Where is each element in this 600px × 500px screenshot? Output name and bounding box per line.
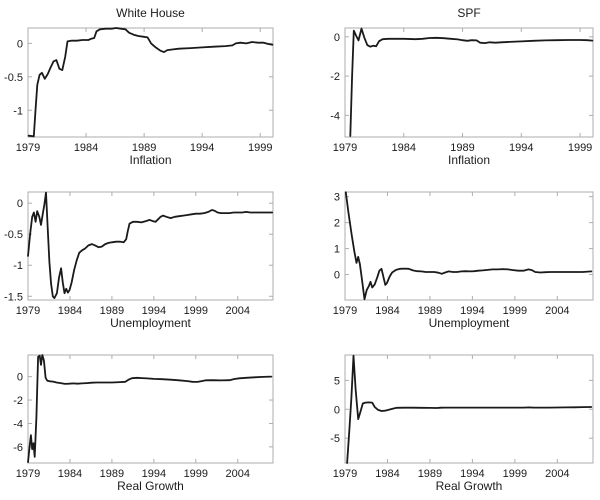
y-tick-label: 0 bbox=[334, 32, 340, 44]
subplot-3: 1979 1984 1989 1994 1999 2004 3 2 1 0 bbox=[333, 191, 594, 317]
x-tick-label: 1979 bbox=[16, 305, 40, 317]
y-tick-label: -0.5 bbox=[4, 229, 23, 241]
subplot-4: 1979 1984 1989 1994 1999 2004 0 -2 -4 -6 bbox=[13, 354, 274, 480]
y-tick-label: -5 bbox=[330, 433, 340, 445]
x-tick-label: 1999 bbox=[184, 468, 208, 480]
x-tick-label: 2004 bbox=[545, 305, 569, 317]
x-tick-label: 1979 bbox=[16, 468, 40, 480]
x-tick-label: 1984 bbox=[392, 142, 416, 154]
x-tick-label: 1984 bbox=[74, 142, 98, 154]
x-tick-label: 1984 bbox=[375, 305, 399, 317]
xlabel-real-growth-right: Real Growth bbox=[435, 479, 503, 493]
y-tick-label: -6 bbox=[13, 442, 23, 454]
xlabel-unemployment-right: Unemployment bbox=[428, 316, 510, 330]
y-tick-label: 0 bbox=[17, 198, 23, 210]
subplot-1: 1979 1984 1989 1994 1999 0 -2 -4 bbox=[330, 27, 594, 154]
x-tick-label: 1989 bbox=[100, 305, 124, 317]
y-tick-label: -4 bbox=[13, 418, 23, 430]
x-tick-label: 1994 bbox=[190, 142, 214, 154]
x-tick-label: 1994 bbox=[509, 142, 533, 154]
x-tick-label: 1979 bbox=[333, 468, 357, 480]
series-line bbox=[27, 354, 273, 464]
chart-title-spf: SPF bbox=[457, 6, 481, 20]
subplot-2: 1979 1984 1989 1994 1999 2004 0 -0.5 -1 -1.5 bbox=[4, 191, 274, 317]
axes-frame bbox=[344, 191, 594, 301]
x-tick-label: 2004 bbox=[226, 305, 250, 317]
y-tick-label: 1 bbox=[334, 244, 340, 256]
y-tick-label: 0 bbox=[334, 404, 340, 416]
y-tick-label: -0.5 bbox=[4, 72, 23, 84]
x-tick-label: 1994 bbox=[142, 305, 166, 317]
x-tick-label: 1994 bbox=[142, 468, 166, 480]
xlabel-inflation-right: Inflation bbox=[447, 153, 491, 167]
y-tick-label: 0 bbox=[17, 38, 23, 50]
axes-frame bbox=[344, 27, 594, 138]
y-tick-label: -2 bbox=[13, 395, 23, 407]
x-tick-label: 1994 bbox=[460, 468, 484, 480]
x-tick-label: 1979 bbox=[16, 142, 40, 154]
y-tick-label: -2 bbox=[330, 71, 340, 83]
series-line bbox=[27, 27, 274, 138]
y-tick-label: 0 bbox=[334, 270, 340, 282]
axes-frame bbox=[27, 191, 274, 301]
subplot-5: 1979 1984 1989 1994 1999 2004 5 0 -5 bbox=[330, 354, 594, 480]
y-tick-label: 5 bbox=[334, 375, 340, 387]
x-tick-label: 1999 bbox=[503, 468, 527, 480]
x-tick-label: 1984 bbox=[58, 468, 82, 480]
y-tick-label: -4 bbox=[330, 110, 340, 122]
series-line bbox=[346, 354, 593, 464]
x-tick-label: 1989 bbox=[418, 468, 442, 480]
y-tick-label: -1 bbox=[13, 260, 23, 272]
xlabel-real-growth-left: Real Growth bbox=[117, 479, 184, 493]
axes-frame bbox=[27, 27, 274, 138]
x-tick-label: 1999 bbox=[184, 305, 208, 317]
x-tick-label: 1989 bbox=[132, 142, 156, 154]
axes-frame bbox=[27, 354, 274, 464]
x-tick-label: 1984 bbox=[58, 305, 82, 317]
y-tick-label: -1.5 bbox=[4, 291, 23, 303]
x-tick-label: 1999 bbox=[248, 142, 272, 154]
x-tick-label: 1979 bbox=[333, 142, 357, 154]
x-tick-label: 1994 bbox=[460, 305, 484, 317]
series-line bbox=[349, 27, 594, 137]
chart-title-white-house: White House bbox=[116, 6, 185, 20]
y-tick-label: -1 bbox=[13, 105, 23, 117]
x-tick-label: 2004 bbox=[545, 468, 569, 480]
x-tick-label: 1999 bbox=[503, 305, 527, 317]
y-tick-label: 3 bbox=[334, 192, 340, 204]
x-tick-label: 2004 bbox=[226, 468, 250, 480]
x-tick-label: 1984 bbox=[375, 468, 399, 480]
xlabel-unemployment-left: Unemployment bbox=[110, 316, 191, 330]
subplot-0: 1979 1984 1989 1994 1999 0 -0.5 -1 bbox=[4, 27, 274, 154]
y-tick-label: 0 bbox=[17, 372, 23, 384]
xlabel-inflation-left: Inflation bbox=[129, 153, 172, 167]
series-line bbox=[27, 191, 274, 300]
series-line bbox=[344, 191, 593, 301]
x-tick-label: 1989 bbox=[450, 142, 474, 154]
x-tick-label: 1989 bbox=[418, 305, 442, 317]
x-tick-label: 1999 bbox=[568, 142, 592, 154]
x-tick-label: 1989 bbox=[100, 468, 124, 480]
x-tick-label: 1979 bbox=[333, 305, 357, 317]
axes-frame bbox=[344, 354, 594, 464]
y-tick-label: 2 bbox=[334, 218, 340, 230]
